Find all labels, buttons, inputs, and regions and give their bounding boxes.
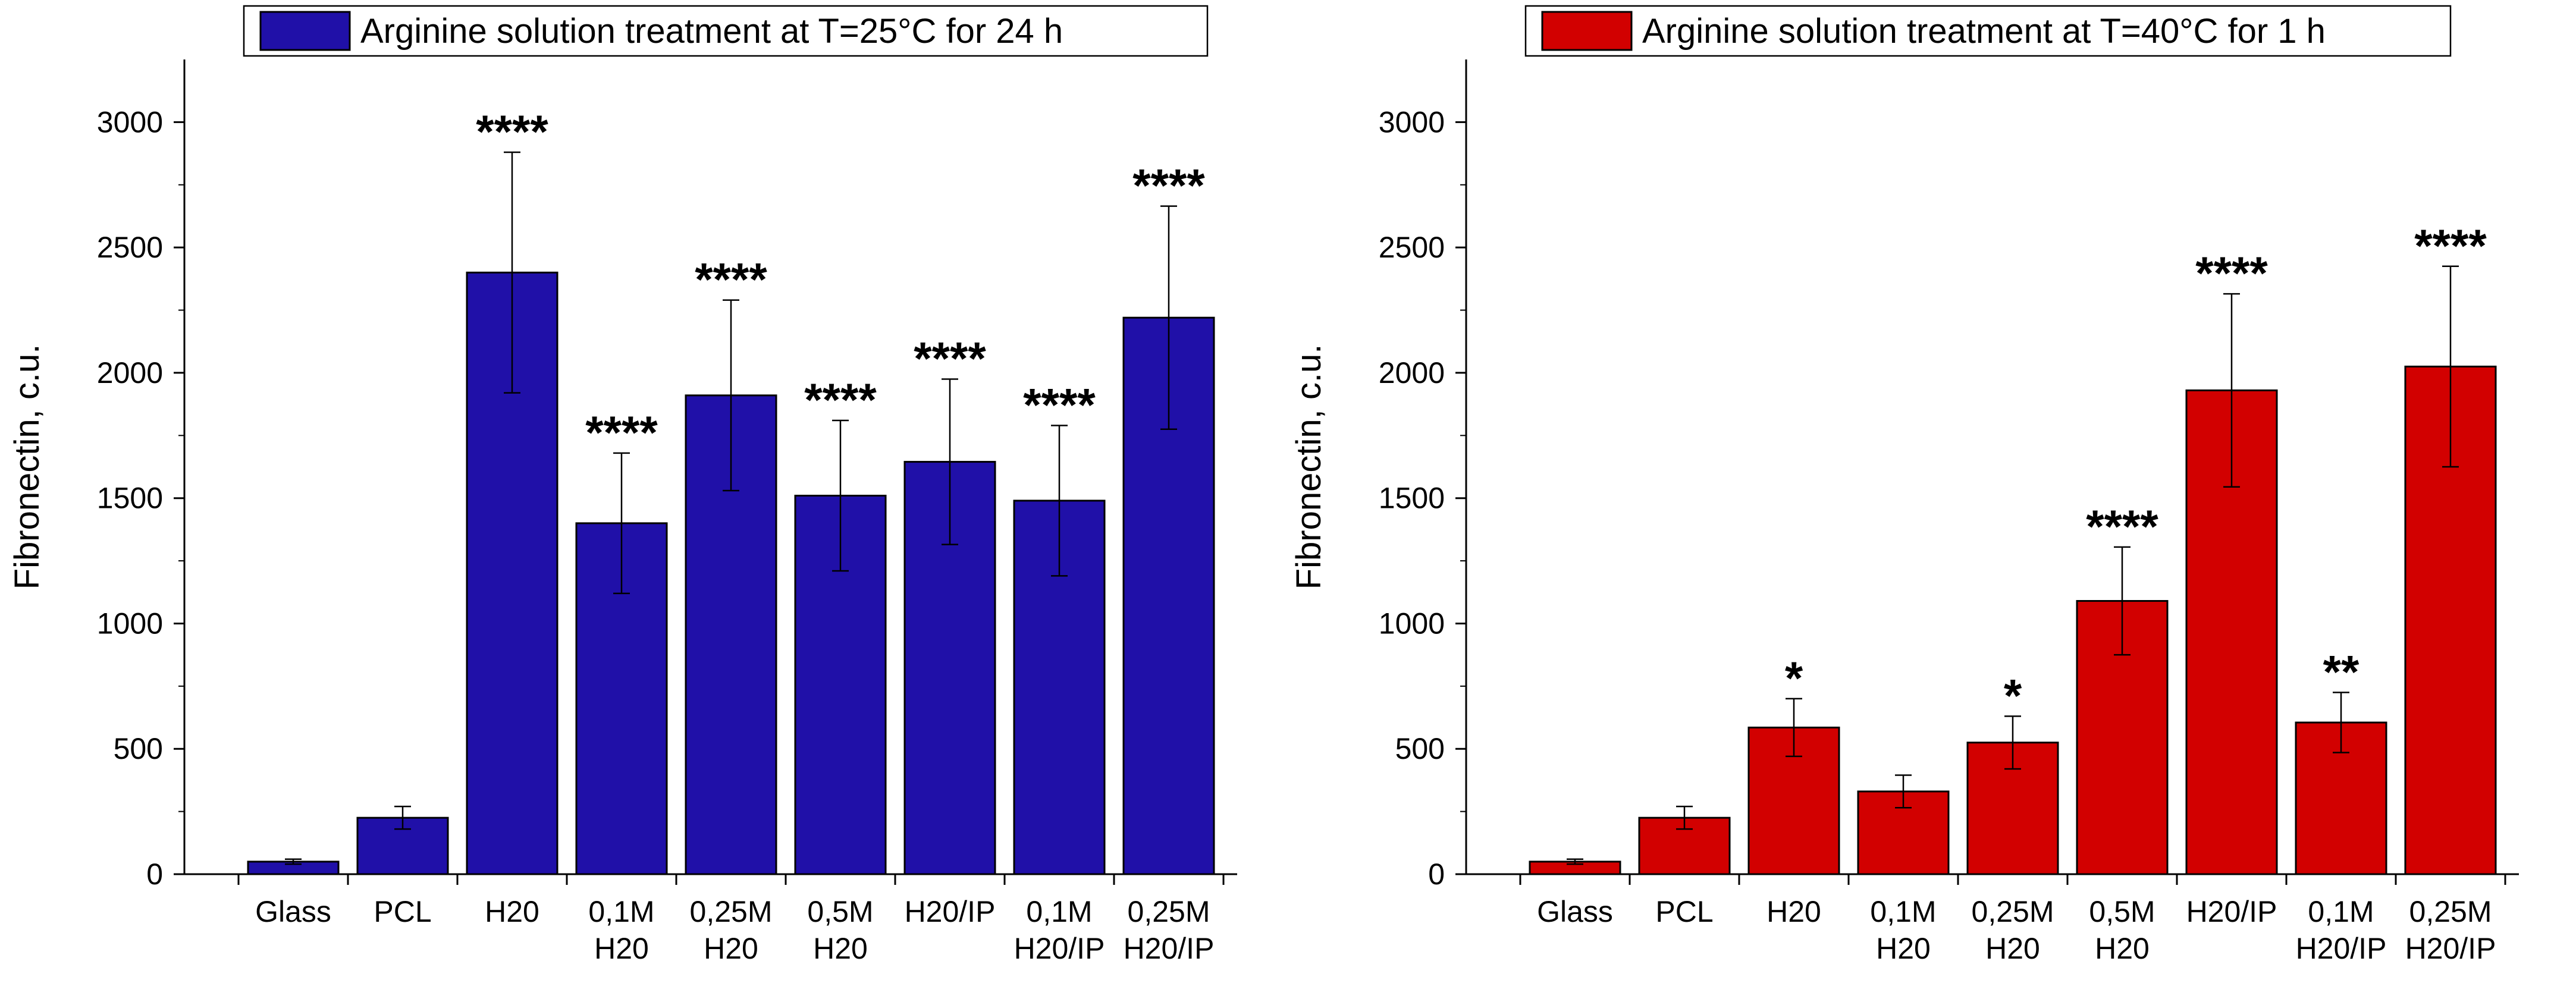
x-category-label: 0,25M — [2409, 895, 2492, 928]
legend-box — [243, 5, 1209, 57]
significance-label: **** — [585, 406, 658, 458]
x-category-label: 0,25M — [1972, 895, 2054, 928]
legend: Arginine solution treatment at T=40°C fo… — [1524, 5, 2452, 57]
x-category-label: H20 — [704, 932, 758, 965]
significance-label: **** — [914, 332, 986, 384]
y-tick-label: 0 — [1428, 858, 1445, 891]
significance-label: **** — [695, 253, 767, 306]
y-tick-label: 2500 — [97, 231, 163, 264]
y-tick-label: 2000 — [97, 356, 163, 390]
y-tick-label: 2500 — [1379, 231, 1445, 264]
x-category-label: H20/IP — [1014, 932, 1105, 965]
significance-label: * — [2004, 669, 2022, 721]
x-category-label: 0,25M — [1128, 895, 1210, 928]
x-category-label: H20/IP — [1124, 932, 1215, 965]
y-tick-label: 1500 — [1379, 482, 1445, 515]
x-category-label: H20 — [2095, 932, 2150, 965]
bar — [1638, 816, 1731, 875]
x-category-label: 0,25M — [690, 895, 773, 928]
y-axis-title: Fibronectin, c.u. — [1289, 344, 1328, 590]
legend-label: Arginine solution treatment at T=40°C fo… — [1642, 12, 2326, 51]
x-category-label: PCL — [1655, 895, 1713, 928]
x-category-label: 0,1M — [2308, 895, 2374, 928]
significance-label: ** — [2323, 645, 2359, 698]
x-category-label: H20 — [485, 895, 539, 928]
legend-swatch — [1541, 11, 1633, 51]
significance-label: **** — [2195, 247, 2268, 299]
y-tick-label: 500 — [114, 732, 163, 765]
significance-label: **** — [1023, 378, 1096, 431]
y-tick-label: 500 — [1395, 732, 1445, 765]
x-category-label: 0,5M — [2089, 895, 2155, 928]
significance-label: **** — [1132, 159, 1205, 212]
x-category-label: PCL — [374, 895, 431, 928]
x-category-label: H20 — [1985, 932, 2040, 965]
x-category-label: Glass — [1537, 895, 1613, 928]
bar — [2076, 600, 2169, 875]
x-category-label: H20 — [813, 932, 868, 965]
x-category-label: 0,1M — [1026, 895, 1092, 928]
y-tick-label: 1000 — [1379, 607, 1445, 640]
x-category-label: H20 — [1876, 932, 1931, 965]
y-tick-label: 3000 — [1379, 105, 1445, 139]
y-axis-title: Fibronectin, c.u. — [8, 344, 46, 590]
significance-label: **** — [804, 373, 877, 426]
y-tick-label: 1000 — [97, 607, 163, 640]
significance-label: **** — [476, 105, 548, 158]
significance-label: **** — [2414, 219, 2487, 272]
x-category-label: 0,5M — [807, 895, 873, 928]
chart-panel-40c: 0 500 1000 1500 2000 2500 3000 Fibronectin, c.u… — [1289, 5, 2519, 965]
significance-label: **** — [2086, 500, 2158, 552]
x-category-label: Glass — [255, 895, 331, 928]
x-category-label: H20 — [1767, 895, 1821, 928]
chart-panel-25c: 0 500 1000 1500 2000 2500 3000 Fibronectin, c.u… — [8, 5, 1237, 965]
y-tick-label: 0 — [146, 858, 163, 891]
legend: Arginine solution treatment at T=25°C fo… — [243, 5, 1209, 57]
significance-label: * — [1785, 652, 1803, 704]
legend-label: Arginine solution treatment at T=25°C fo… — [360, 12, 1063, 51]
legend-box — [1524, 5, 2452, 57]
x-category-label: 0,1M — [1870, 895, 1936, 928]
x-category-label: H20 — [594, 932, 649, 965]
x-category-label: H20/IP — [2186, 895, 2277, 928]
x-category-label: H20/IP — [905, 895, 996, 928]
legend-swatch — [259, 11, 351, 51]
x-category-label: H20/IP — [2405, 932, 2496, 965]
x-category-label: H20/IP — [2296, 932, 2387, 965]
y-tick-label: 2000 — [1379, 356, 1445, 390]
y-tick-label: 3000 — [97, 105, 163, 139]
y-tick-label: 1500 — [97, 482, 163, 515]
x-category-label: 0,1M — [588, 895, 654, 928]
